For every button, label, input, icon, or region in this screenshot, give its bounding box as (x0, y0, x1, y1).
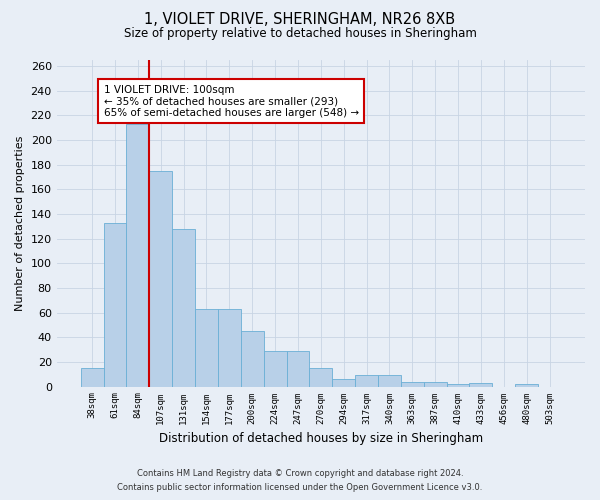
Bar (378, 376, 401, 386)
Bar (424, 382, 446, 386)
Bar (401, 382, 424, 386)
Bar (446, 384, 469, 386)
Bar (469, 383, 493, 386)
Bar (515, 384, 538, 386)
Y-axis label: Number of detached properties: Number of detached properties (15, 136, 25, 311)
Text: Size of property relative to detached houses in Sheringham: Size of property relative to detached ho… (124, 28, 476, 40)
X-axis label: Distribution of detached houses by size in Sheringham: Distribution of detached houses by size … (159, 432, 483, 445)
Bar (80, 368, 104, 386)
Text: Contains public sector information licensed under the Open Government Licence v3: Contains public sector information licen… (118, 484, 482, 492)
Bar (332, 379, 355, 386)
Bar (287, 351, 310, 386)
Text: 1 VIOLET DRIVE: 100sqm
← 35% of detached houses are smaller (293)
65% of semi-de: 1 VIOLET DRIVE: 100sqm ← 35% of detached… (104, 84, 359, 118)
Bar (172, 229, 195, 386)
Bar (241, 331, 263, 386)
Bar (218, 309, 241, 386)
Bar (263, 351, 287, 386)
Bar (104, 222, 127, 386)
Bar (149, 171, 172, 386)
Bar (195, 309, 218, 386)
Bar (355, 376, 378, 386)
Bar (310, 368, 332, 386)
Text: Contains HM Land Registry data © Crown copyright and database right 2024.: Contains HM Land Registry data © Crown c… (137, 468, 463, 477)
Bar (127, 124, 149, 386)
Text: 1, VIOLET DRIVE, SHERINGHAM, NR26 8XB: 1, VIOLET DRIVE, SHERINGHAM, NR26 8XB (145, 12, 455, 28)
